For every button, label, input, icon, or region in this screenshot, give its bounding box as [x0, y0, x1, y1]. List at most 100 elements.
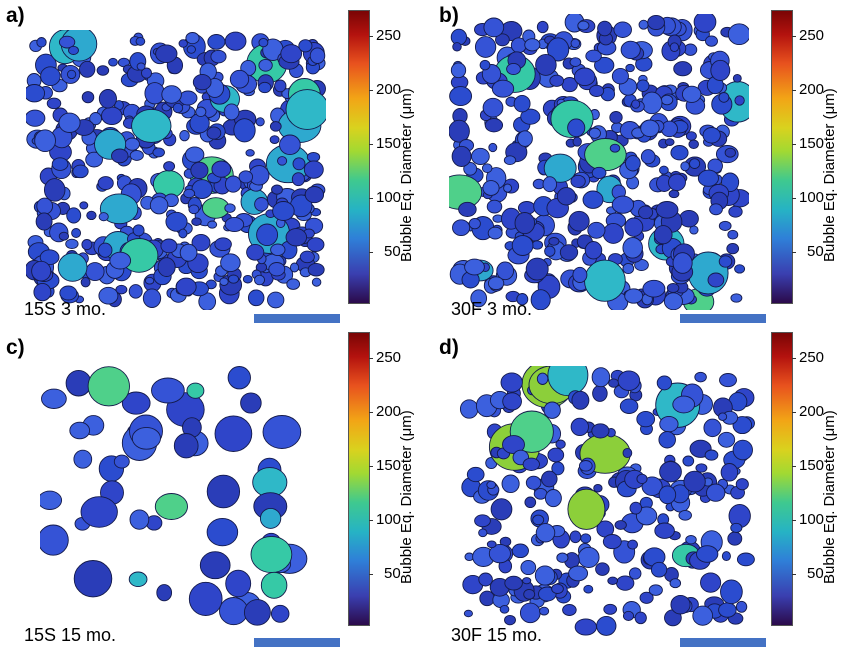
bubble-shape [523, 588, 536, 600]
bubble-shape [736, 552, 755, 567]
bubble-shape [57, 252, 88, 282]
bubble-shape [567, 488, 606, 530]
bubble-shape [41, 388, 67, 409]
colorbar-gradient [348, 10, 370, 304]
bubble-shape [160, 238, 178, 254]
bubble-shape [452, 42, 462, 52]
bubble-shape [720, 579, 743, 605]
bubble-shape [636, 79, 650, 92]
bubble-shape [664, 138, 675, 146]
bubble-shape [592, 384, 608, 402]
bubble-shape [157, 257, 176, 277]
bubble-shape [255, 117, 265, 127]
bubble-shape [225, 569, 252, 598]
bubble-shape [80, 277, 91, 288]
bubble-shape [567, 118, 586, 138]
bubble-shape [594, 56, 615, 74]
bubble-shape [58, 231, 70, 241]
bubble-shape [274, 79, 287, 93]
colorbar: 250 200 150 100 50 Bubble Eq. Diameter (… [338, 332, 418, 632]
bubble-shape [85, 262, 105, 282]
bubble-shape [26, 84, 46, 103]
bubble-shape [502, 392, 522, 411]
bubble-render-image [40, 366, 308, 626]
colorbar-title: Bubble Eq. Diameter (μm) [398, 88, 415, 262]
bubble-shape [183, 188, 196, 199]
bubble-shape [519, 602, 541, 624]
bubble-shape [734, 264, 746, 274]
colorbar-tick: 250 [376, 27, 402, 44]
bubble-shape [66, 69, 77, 80]
bubble-shape [639, 591, 654, 604]
bubble-shape [224, 216, 245, 233]
bubble-shape [188, 204, 200, 215]
bubble-shape [199, 551, 231, 580]
bubble-shape [689, 158, 701, 169]
bubble-shape [692, 605, 714, 626]
bubble-shape [97, 242, 113, 258]
bubble-shape [206, 474, 241, 509]
bubble-shape [46, 97, 62, 110]
bubble-shape [622, 237, 643, 259]
bubble-shape [179, 243, 198, 262]
bubble-shape [206, 126, 222, 140]
bubble-shape [524, 38, 541, 52]
bubble-shape [611, 195, 635, 214]
bubble-shape [650, 561, 668, 578]
bubble-shape [608, 378, 620, 388]
bubble-shape [128, 284, 143, 299]
bubble-shape [72, 164, 89, 179]
bubble-shape [152, 147, 165, 158]
bubble-shape [513, 94, 531, 113]
bubble-shape [185, 146, 205, 163]
bubble-shape [710, 59, 731, 81]
bubble-shape [653, 225, 673, 245]
bubble-shape [654, 522, 675, 539]
bubble-shape [258, 37, 269, 48]
sample-caption: 30F 3 mo. [451, 299, 533, 319]
bubble-shape [488, 142, 498, 153]
bubble-shape [499, 604, 510, 614]
bubble-shape [482, 97, 504, 118]
bubble-shape [666, 283, 680, 293]
bubble-shape [291, 172, 305, 187]
bubble-shape [544, 245, 556, 257]
bubble-shape [597, 20, 613, 37]
bubble-shape [206, 517, 239, 547]
colorbar-tick: 100 [376, 511, 402, 528]
bubble-shape [501, 474, 520, 494]
bubble-shape [136, 62, 146, 71]
bubble-shape [285, 89, 326, 130]
bubble-shape [659, 461, 682, 483]
bubble-shape [71, 228, 82, 238]
bubble-shape [574, 618, 597, 636]
bubble-shape [254, 197, 269, 212]
bubble-shape [631, 99, 641, 109]
bubble-shape [591, 166, 607, 179]
bubble-shape [635, 506, 658, 526]
bubble-shape [36, 37, 47, 48]
bubble-shape [705, 35, 718, 47]
bubble-shape [40, 490, 63, 510]
bubble-shape [173, 433, 199, 459]
bubble-shape [696, 545, 719, 563]
bubble-shape [289, 262, 300, 273]
panel-d: d) 30F 15 mo. 250 200 150 100 50 Bubble … [423, 326, 846, 652]
bubble-shape [97, 176, 114, 191]
bubble-shape [468, 217, 481, 230]
bubble-shape [156, 584, 173, 602]
bubble-shape [89, 112, 102, 126]
bubble-shape [484, 118, 504, 133]
bubble-shape [98, 286, 119, 305]
bubble-shape [693, 14, 717, 33]
bubble-shape [562, 604, 577, 616]
bubble-shape [69, 421, 91, 440]
bubble-shape [81, 239, 93, 251]
bubble-shape [625, 155, 641, 172]
colorbar-title: Bubble Eq. Diameter (μm) [398, 410, 415, 584]
bubble-shape [700, 572, 722, 593]
bubble-shape [702, 127, 721, 144]
bubble-render-image [26, 30, 326, 310]
bubble-shape [207, 220, 218, 229]
bubble-shape [463, 609, 473, 618]
